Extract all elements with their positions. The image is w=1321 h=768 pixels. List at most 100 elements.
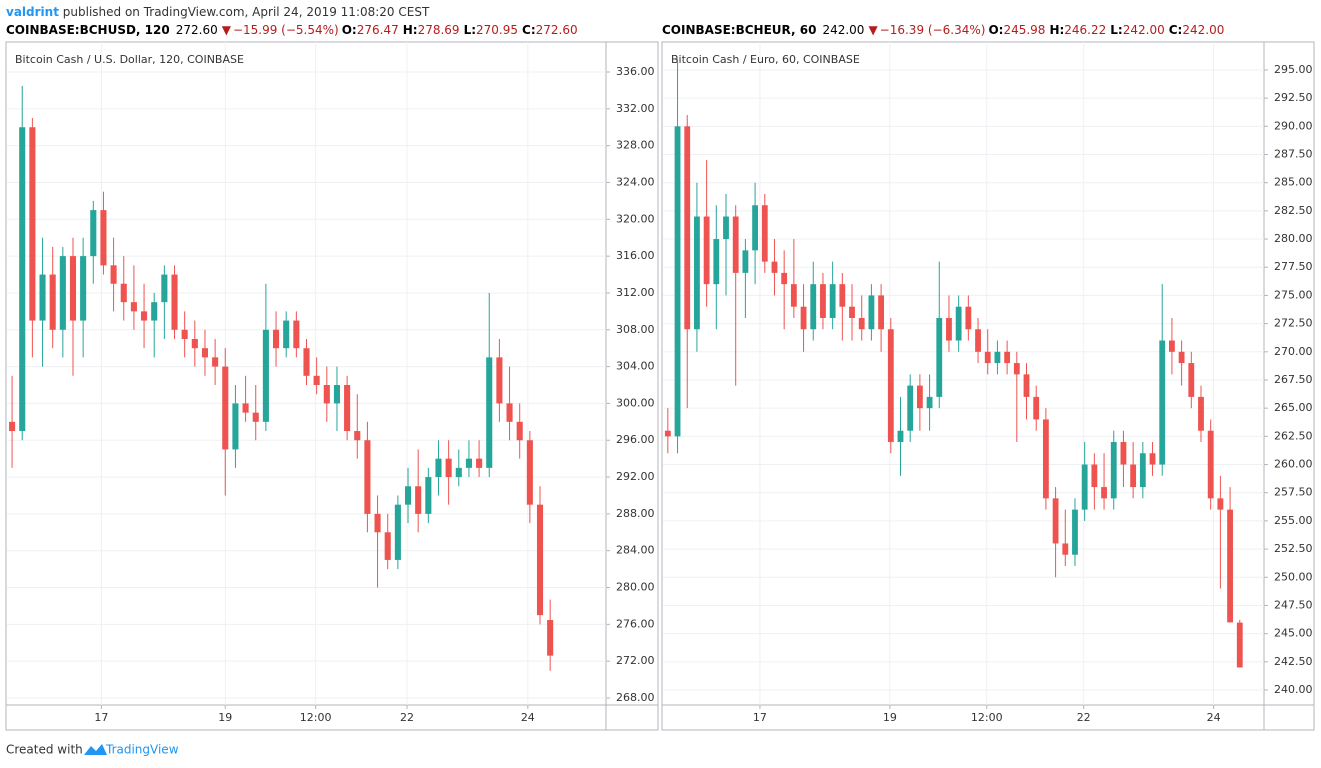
y-tick-label: 282.50 xyxy=(1274,204,1313,217)
y-tick-label: 272.50 xyxy=(1274,317,1313,330)
candle-body xyxy=(742,250,749,273)
candle-body xyxy=(800,306,807,330)
y-tick-label: 270.00 xyxy=(1274,345,1313,358)
y-tick-label: 257.50 xyxy=(1274,486,1313,499)
candle-body xyxy=(272,329,280,349)
candle-body xyxy=(926,396,933,409)
y-tick-label: 280.00 xyxy=(616,581,655,594)
y-tick-label: 250.00 xyxy=(1274,570,1313,583)
y-tick-label: 242.50 xyxy=(1274,655,1313,668)
candle-body xyxy=(1198,396,1204,431)
candle-body xyxy=(1169,340,1175,352)
candle-body xyxy=(878,295,885,330)
x-tick-label: 12:00 xyxy=(971,711,1003,724)
ohlc-label: L: xyxy=(1110,23,1122,37)
candle-body xyxy=(425,477,432,514)
y-tick-label: 245.00 xyxy=(1274,627,1313,640)
y-tick-label: 252.50 xyxy=(1274,542,1313,555)
candle-body xyxy=(664,430,671,437)
y-tick-label: 285.00 xyxy=(1274,176,1313,189)
candle-body xyxy=(130,302,137,312)
change: −15.99 (−5.54%) xyxy=(233,23,339,37)
y-tick-label: 292.50 xyxy=(1274,91,1313,104)
candle-body xyxy=(1236,622,1243,668)
y-tick-label: 320.00 xyxy=(616,212,655,225)
candle-body xyxy=(936,317,943,397)
candle-body xyxy=(1072,509,1078,555)
candle-body xyxy=(222,366,229,450)
candle-body xyxy=(9,421,16,432)
candle-body xyxy=(684,126,691,330)
y-tick-label: 247.50 xyxy=(1274,598,1313,611)
candle-body xyxy=(1178,351,1185,364)
candle-body xyxy=(435,458,442,478)
candle-body xyxy=(262,329,269,422)
last-price: 272.60 xyxy=(176,23,218,37)
candle-body xyxy=(839,284,846,307)
x-tick-label: 24 xyxy=(521,711,535,724)
candle-body xyxy=(161,274,168,303)
candle-body xyxy=(694,216,700,330)
candle-body xyxy=(1023,374,1030,397)
candle-body xyxy=(29,127,36,321)
candle-body xyxy=(975,329,981,352)
y-tick-label: 290.00 xyxy=(1274,119,1313,132)
candle-body xyxy=(354,431,361,441)
candle-body xyxy=(465,458,472,468)
y-tick-label: 312.00 xyxy=(616,286,655,299)
candle-body xyxy=(445,458,452,478)
ohlc-value: 246.22 xyxy=(1064,23,1106,37)
candle-body xyxy=(141,311,148,321)
candle-body xyxy=(323,385,330,404)
candle-body xyxy=(283,320,290,349)
candle-body xyxy=(374,513,381,533)
candle-body xyxy=(232,403,239,450)
candle-body xyxy=(1217,498,1224,510)
candle-body xyxy=(100,210,107,266)
y-tick-label: 288.00 xyxy=(616,507,655,520)
candle-body xyxy=(303,348,310,376)
candle-body xyxy=(404,486,412,505)
candle-body xyxy=(761,205,768,262)
candle-body xyxy=(1110,441,1117,499)
candle-body xyxy=(790,284,797,307)
candle-body xyxy=(1004,351,1011,364)
chart-title: Bitcoin Cash / Euro, 60, COINBASE xyxy=(671,53,860,66)
ohlc-label: H: xyxy=(1049,23,1064,37)
candle-body xyxy=(455,467,462,478)
candle-body xyxy=(1159,340,1166,465)
ohlc-label: O: xyxy=(342,23,357,37)
candle-body xyxy=(1227,509,1233,623)
ohlc-value: 242.00 xyxy=(1123,23,1165,37)
candle-body xyxy=(1207,430,1214,499)
y-tick-label: 308.00 xyxy=(616,323,655,336)
candle-body xyxy=(1052,498,1059,544)
candle-body xyxy=(1091,464,1098,488)
candle-body xyxy=(496,357,503,404)
y-tick-label: 328.00 xyxy=(616,139,655,152)
ohlc-label: L: xyxy=(464,23,476,37)
candle-body xyxy=(868,295,875,330)
candle-body xyxy=(80,256,87,321)
panel-frame xyxy=(5,41,659,731)
candle-body xyxy=(946,317,952,341)
header-line: valdrint published on TradingView.com, A… xyxy=(6,5,430,19)
candle-body xyxy=(771,261,778,273)
candle-body xyxy=(486,357,493,468)
x-tick-label: 19 xyxy=(218,711,232,724)
y-tick-label: 276.00 xyxy=(616,617,655,630)
chart-title: Bitcoin Cash / U.S. Dollar, 120, COINBAS… xyxy=(15,53,244,66)
candle-body xyxy=(242,403,249,413)
candle-body xyxy=(39,274,46,321)
author: valdrint xyxy=(6,5,59,19)
candle-body xyxy=(313,375,320,386)
y-tick-label: 265.00 xyxy=(1274,401,1313,414)
y-tick-label: 262.50 xyxy=(1274,429,1313,442)
published: published on TradingView.com, April 24, … xyxy=(63,5,430,19)
y-tick-label: 304.00 xyxy=(616,360,655,373)
x-tick-label: 22 xyxy=(400,711,414,724)
candle-body xyxy=(703,216,710,285)
candle-body xyxy=(293,320,300,349)
candle-body xyxy=(1120,441,1127,465)
candle-body xyxy=(732,216,739,273)
